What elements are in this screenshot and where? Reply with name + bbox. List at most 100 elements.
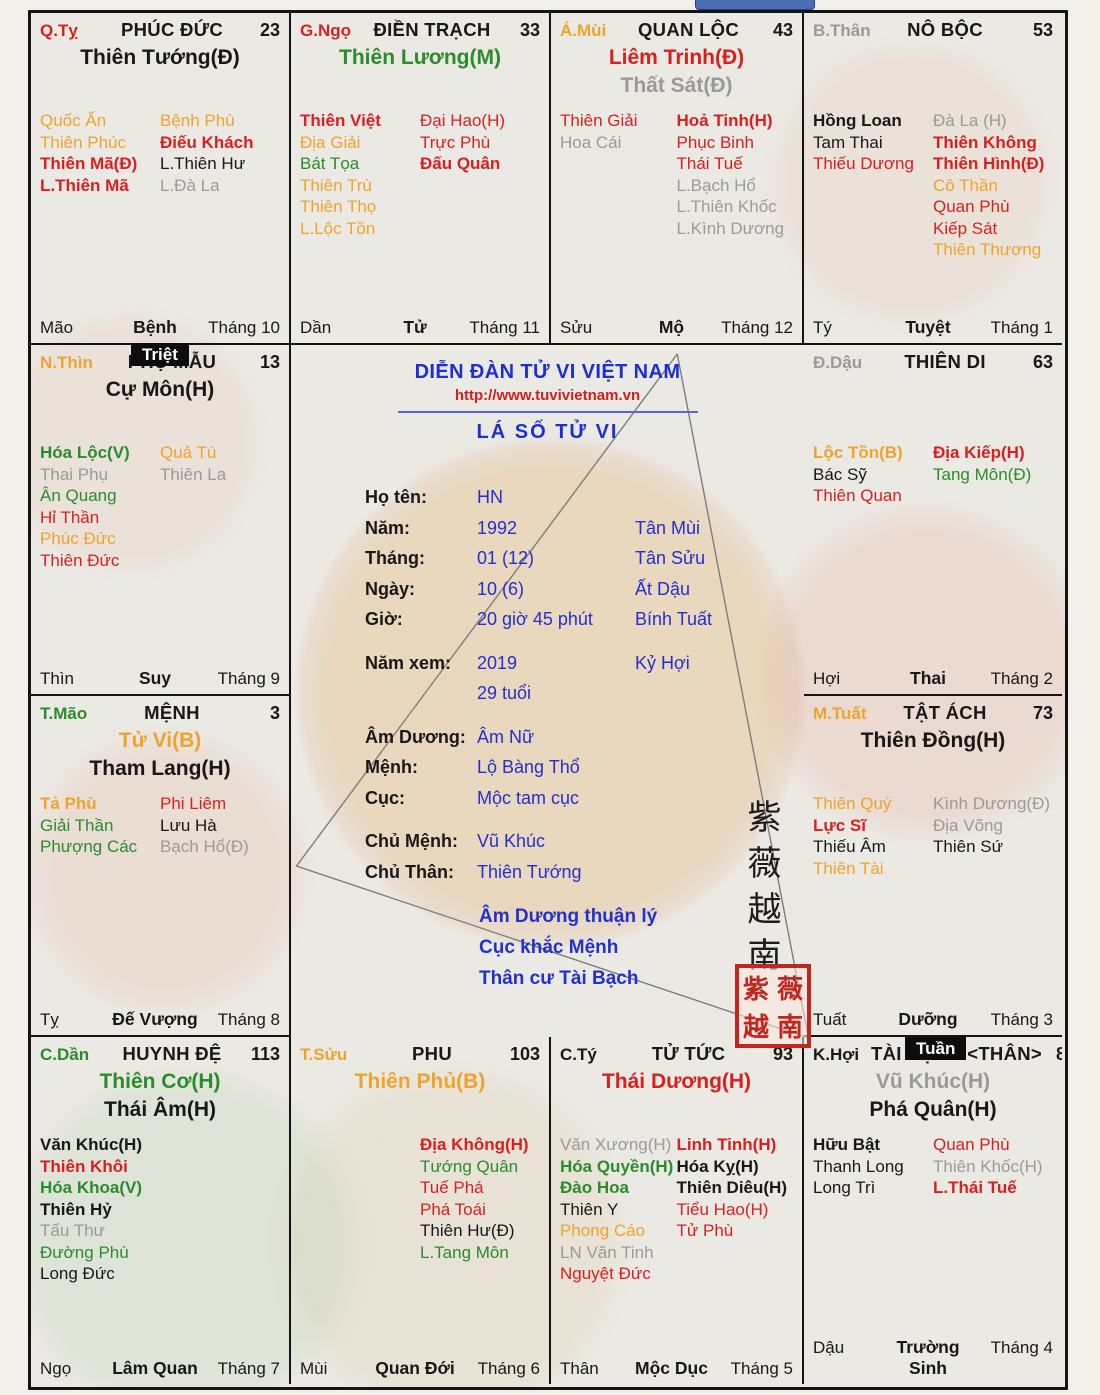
earthly-branch: Dần bbox=[300, 318, 332, 337]
minor-stars: Thiên Việt Địa Giải Bát Tọa Thiên Trù Thiên … bbox=[300, 110, 540, 239]
palace-stem: C.Dần bbox=[40, 1045, 90, 1064]
palace-stem: C.Tý bbox=[560, 1045, 597, 1064]
month-label: Tháng 12 bbox=[721, 318, 793, 337]
palace-stem: Đ.Dậu bbox=[813, 353, 863, 372]
info-row: Cục: Mộc tam cục bbox=[291, 783, 804, 814]
seal-glyph: 紫 bbox=[742, 974, 769, 1005]
star-name: Thiên Việt bbox=[300, 111, 381, 130]
star-name: Địa Không(H) bbox=[420, 1135, 529, 1154]
minor-stars-left bbox=[300, 1134, 420, 1263]
palace-stem: B.Thân bbox=[813, 21, 871, 40]
star-name: Tang Môn(Đ) bbox=[933, 464, 1032, 484]
star-name: Phục Binh bbox=[676, 132, 755, 152]
info-value: 01 (12) bbox=[477, 548, 535, 568]
minor-stars-right: Quan Phù Thiên Khốc(H) L.Thái Tuế bbox=[933, 1134, 1053, 1199]
life-stage: Tử bbox=[403, 317, 427, 337]
palace-name: PHU bbox=[412, 1043, 452, 1064]
website-link[interactable]: http://www.tuvivietnam.vn bbox=[454, 387, 641, 404]
palace-name: HUYNH ĐỆ bbox=[122, 1043, 222, 1064]
palace-name: TỬ TỨC bbox=[651, 1043, 726, 1064]
star-name: LN Văn Tinh bbox=[560, 1242, 654, 1262]
minor-stars: Thiên Quý Lực Sĩ Thiếu Âm Thiên Tài Kình Dươ… bbox=[813, 793, 1053, 879]
palace-stem: T.Mão bbox=[40, 704, 88, 723]
info-row: Chủ Thân: Thiên Tướng bbox=[291, 857, 804, 888]
palace-header: T.Sửu PHU 103 bbox=[300, 1042, 540, 1067]
star-name: Thiên Y bbox=[560, 1199, 619, 1219]
star-name: Thiên Thọ bbox=[300, 197, 377, 216]
main-star-name: Thiên Lương(M) bbox=[339, 46, 501, 69]
main-star-name: Thiên Phủ(B) bbox=[354, 1070, 486, 1093]
life-stage: Đế Vượng bbox=[112, 1009, 198, 1029]
info-label: Năm: bbox=[365, 517, 411, 538]
earthly-branch: Sửu bbox=[560, 318, 593, 337]
info-extra: Kỷ Hợi bbox=[635, 652, 690, 673]
life-stage: Tuyệt bbox=[905, 317, 951, 337]
star-name: Giải Thần bbox=[40, 815, 114, 835]
minor-stars-right bbox=[160, 1134, 280, 1285]
palace-thien-di: Đ.Dậu THIÊN DI 63 Lộc Tồn(B) Bác Sỹ Thiên Qua… bbox=[804, 345, 1062, 696]
star-name: Long Trì bbox=[813, 1178, 876, 1197]
minor-stars: Văn Xương(H) Hóa Quyền(H) Đào Hoa Thiên Y Ph… bbox=[560, 1134, 793, 1285]
forum-title: DIỄN ĐÀN TỬ VI VIỆT NAM bbox=[414, 361, 681, 383]
minor-stars: Lộc Tồn(B) Bác Sỹ Thiên Quan Địa Kiếp(H) Tan… bbox=[813, 442, 1053, 507]
minor-stars-left: Văn Khúc(H) Thiên Khôi Hóa Khoa(V) Thiên Hỷ… bbox=[40, 1134, 160, 1285]
seal-glyph: 薇 bbox=[776, 974, 803, 1005]
star-name: Thiên Khôi bbox=[40, 1156, 128, 1176]
palace-stem: M.Tuất bbox=[813, 704, 867, 723]
star-name: Văn Khúc(H) bbox=[40, 1135, 142, 1154]
star-name: Phúc Đức bbox=[40, 529, 116, 548]
minor-stars-right: Địa Không(H) Tướng Quân Tuế Phá Phá Toái Thi… bbox=[420, 1134, 540, 1263]
palace-header: B.Thân NÔ BỘC 53 bbox=[813, 18, 1053, 43]
minor-stars: Hóa Lộc(V) Thai Phụ Ân Quang Hỉ Thần Phúc Đứ… bbox=[40, 442, 280, 571]
browser-button-partial[interactable] bbox=[695, 0, 815, 10]
info-row: Tháng: 01 (12) Tân Sửu bbox=[291, 543, 804, 574]
seal-glyph: 南 bbox=[776, 1012, 803, 1043]
star-name: Đào Hoa bbox=[560, 1178, 629, 1197]
info-value: HN bbox=[477, 487, 503, 507]
star-name: Bạch Hổ(Đ) bbox=[160, 837, 249, 856]
info-value: 2019 bbox=[477, 652, 518, 673]
palace-header: Đ.Dậu THIÊN DI 63 bbox=[813, 350, 1053, 375]
palace-menh: T.Mão MỆNH 3 Tử Vi(B) Tham Lang(H) Tả Phù Giải… bbox=[31, 696, 291, 1037]
star-name: Thái Tuế bbox=[676, 154, 743, 173]
star-name: Tiểu Hao(H) bbox=[676, 1199, 769, 1219]
palace-footer: Dậu Trường Sinh Tháng 4 bbox=[813, 1337, 1053, 1379]
palace-name: MỆNH bbox=[144, 702, 200, 723]
minor-stars-left: Hồng Loan Tam Thai Thiếu Dương bbox=[813, 110, 933, 261]
star-name: Thiên Mã(Đ) bbox=[40, 154, 138, 173]
main-star-name: Vũ Khúc(H) bbox=[875, 1070, 991, 1093]
palace-name: THIÊN DI bbox=[904, 351, 986, 372]
chart-subtitle: LÁ SỐ TỬ VI bbox=[476, 421, 619, 443]
star-name: Tấu Thư bbox=[40, 1221, 105, 1240]
minor-stars-left: Quốc Ấn Thiên Phúc Thiên Mã(Đ) L.Thiên Mã bbox=[40, 110, 160, 196]
minor-stars: Hữu Bật Thanh Long Long Trì Quan Phù Thiên K… bbox=[813, 1134, 1053, 1199]
star-name: Lực Sĩ bbox=[813, 815, 866, 835]
palace-number: 113 bbox=[250, 1044, 280, 1064]
info-label: Giờ: bbox=[365, 609, 403, 629]
palace-footer: Hợi Thai Tháng 2 bbox=[813, 668, 1053, 689]
palace-number: 83 bbox=[1055, 1044, 1062, 1064]
info-row: 29 tuổi bbox=[291, 678, 804, 709]
month-label: Tháng 8 bbox=[217, 1010, 280, 1029]
star-name: Tướng Quân bbox=[420, 1156, 519, 1176]
star-name: L.Lộc Tồn bbox=[300, 218, 376, 238]
palace-footer: Mão Bệnh Tháng 10 bbox=[40, 317, 280, 338]
star-name: Phá Toái bbox=[420, 1199, 486, 1219]
palace-footer: Thìn Suy Tháng 9 bbox=[40, 668, 280, 689]
star-name: Thanh Long bbox=[813, 1156, 904, 1176]
star-name: L.Bạch Hổ bbox=[676, 175, 756, 195]
palace-name: NÔ BỘC bbox=[907, 19, 983, 40]
minor-stars: Thiên Giải Hoa Cái Hoả Tinh(H) Phục Binh Thá… bbox=[560, 110, 793, 239]
star-name: Đấu Quân bbox=[420, 154, 501, 173]
star-name: Linh Tinh(H) bbox=[676, 1135, 777, 1154]
info-value: Vũ Khúc bbox=[477, 831, 546, 851]
palace-number: 53 bbox=[1032, 20, 1053, 40]
star-name: Thiên Trù bbox=[300, 175, 372, 195]
star-name: Hóa Kỵ(H) bbox=[676, 1156, 759, 1176]
palace-header: C.Tý TỬ TỨC 93 bbox=[560, 1042, 793, 1067]
center-panel: DIỄN ĐÀN TỬ VI VIỆT NAM http://www.tuviv… bbox=[291, 345, 804, 1037]
info-value: Lộ Bàng Thổ bbox=[477, 757, 580, 777]
main-stars: Thiên Cơ(H) Thái Âm(H) bbox=[40, 1068, 280, 1130]
info-row: Họ tên: HN bbox=[291, 482, 804, 513]
